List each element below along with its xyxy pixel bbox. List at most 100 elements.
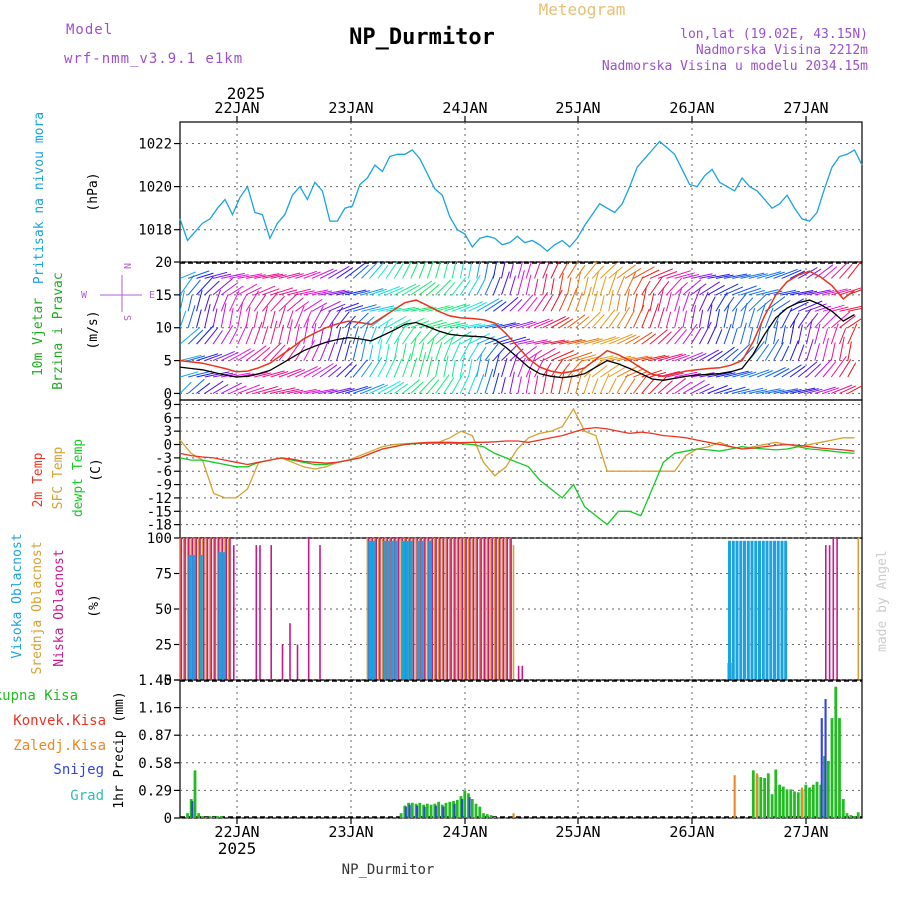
wind-barb <box>220 382 242 394</box>
wind-barb <box>377 321 389 345</box>
wind-barb <box>360 362 373 378</box>
cloud-mid-bar <box>467 538 470 680</box>
wind-barb <box>254 285 276 296</box>
wind-barb <box>682 379 705 394</box>
chart-title: NP_Durmitor <box>349 25 495 50</box>
wind-barb <box>361 383 385 394</box>
wind-barb <box>336 361 353 378</box>
cloud-high-bar <box>368 540 372 680</box>
wind-barb <box>311 290 332 296</box>
wind-barb <box>393 358 403 378</box>
precip-total-bar <box>845 813 849 818</box>
cloud-low-bar <box>832 538 835 680</box>
wind-barb <box>294 305 305 328</box>
temp-unit: (C) <box>89 458 104 481</box>
wind-barb <box>624 368 645 378</box>
cloud-mid-bar <box>460 538 462 680</box>
wind-barb <box>410 337 417 361</box>
precip-total-bar <box>763 778 766 818</box>
cloud-mid-bar <box>426 538 429 680</box>
wind-barb <box>682 310 687 328</box>
cloud-high-bar <box>750 540 754 680</box>
wind-barb <box>377 306 399 312</box>
wind-barb <box>558 293 568 312</box>
wind-barb <box>517 376 522 394</box>
wind-barb <box>723 348 739 361</box>
wind-barb <box>517 321 537 329</box>
wind-barb <box>567 277 572 295</box>
wind-barb <box>567 314 586 329</box>
wind-barb <box>657 307 665 328</box>
precip-total-bar <box>470 799 474 818</box>
wind-barb <box>435 360 440 378</box>
wind-barb <box>328 290 350 296</box>
wind-barb <box>748 273 768 279</box>
cloud-low-bar <box>836 538 838 680</box>
wind-barb <box>270 295 285 312</box>
wind-barb <box>847 385 862 394</box>
wind-barb <box>212 289 221 312</box>
pressure-line <box>179 140 863 253</box>
top-date-labels: 22JAN 23JAN 24JAN 25JAN 26JAN 27JAN <box>214 99 828 117</box>
wind-barb <box>666 377 687 394</box>
wind-barb <box>575 264 586 279</box>
wind-barb <box>303 366 322 378</box>
wind-barb <box>509 371 515 394</box>
precip-total-bar <box>811 784 815 818</box>
wind-barb <box>319 310 331 328</box>
y-tick-label: 9 <box>164 397 172 413</box>
wind-barb <box>732 371 753 378</box>
wind-barb <box>830 342 836 361</box>
wind-barb <box>427 305 450 312</box>
wind-barb <box>369 305 395 312</box>
wind-barb <box>740 322 747 345</box>
wind-barb <box>797 324 803 345</box>
wind-barb <box>394 283 417 296</box>
wind-barb <box>229 289 240 312</box>
wind-barb <box>237 273 263 279</box>
cloud-high-bar <box>758 540 761 680</box>
wind-barb <box>567 288 578 312</box>
cloud-mid-bar <box>216 538 219 680</box>
wind-barb <box>575 337 600 345</box>
wind-barb <box>822 387 840 394</box>
precip-total-bar <box>485 814 489 818</box>
wind-barb <box>591 365 608 378</box>
wind-barb <box>525 262 532 279</box>
wind-barb <box>773 300 791 312</box>
wind-barb <box>690 383 710 394</box>
wind-barb <box>534 319 554 329</box>
wind-barb <box>757 388 781 394</box>
wind-barb <box>715 274 734 279</box>
tempsfc-label: SFC Temp <box>51 447 66 510</box>
wind-barb <box>592 336 617 345</box>
wind-barb <box>443 377 455 394</box>
wind-barb <box>731 343 751 361</box>
plot-area: 10181020102205101520-18-15-12-9-6-303690… <box>138 116 863 827</box>
wind-barb <box>278 324 284 345</box>
wind-barb <box>600 309 616 329</box>
wind-barb <box>732 285 757 296</box>
wind-barb <box>278 368 302 378</box>
wind-barb <box>418 342 425 361</box>
wind-barb <box>426 379 440 394</box>
wind-barb <box>534 291 549 312</box>
wind-barb <box>303 298 323 312</box>
precip-total-bar <box>796 792 800 818</box>
precip-total-bar <box>804 784 808 818</box>
bottom-date-label: 24JAN <box>442 823 487 841</box>
wind-barb <box>839 359 852 378</box>
wind-barb <box>393 338 400 361</box>
y-tick-label: 0.87 <box>138 728 172 744</box>
wind-barb <box>385 262 398 279</box>
wind-barb <box>657 380 673 394</box>
wind-barb <box>740 371 757 378</box>
wind-barb <box>616 264 636 279</box>
wind-barb <box>773 368 790 378</box>
wind-barb <box>591 290 598 312</box>
wind-barb <box>591 378 599 394</box>
wind-barb <box>254 386 278 394</box>
wind-barb <box>336 302 359 312</box>
precip-frz-bar <box>756 773 759 818</box>
wind-barb <box>484 299 503 312</box>
